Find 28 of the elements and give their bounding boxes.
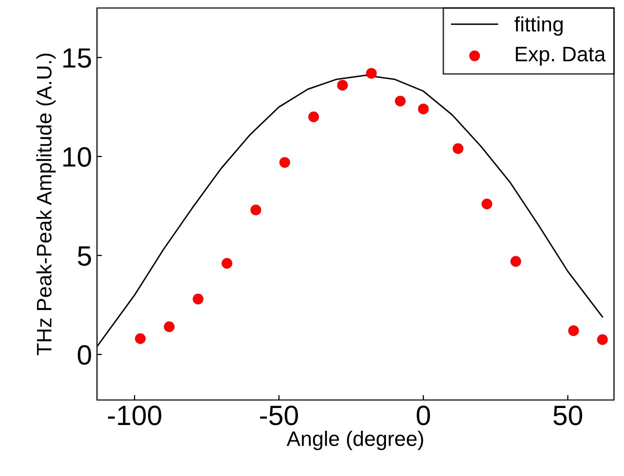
y-tick-label: 0 bbox=[78, 345, 92, 365]
legend-label: fitting bbox=[514, 16, 563, 36]
x-tick-label: -50 bbox=[260, 406, 298, 426]
point bbox=[134, 333, 146, 344]
point bbox=[279, 157, 290, 168]
point bbox=[418, 104, 429, 114]
y-axis-title: THz Peak-Peak Amplitude (A.U.) bbox=[36, 54, 56, 356]
point bbox=[337, 80, 348, 91]
y-tick-label: 15 bbox=[63, 48, 91, 68]
point bbox=[366, 68, 377, 79]
point bbox=[510, 256, 522, 267]
x-tick-label: 0 bbox=[416, 406, 430, 426]
point bbox=[222, 258, 232, 269]
x-tick-label: -100 bbox=[108, 406, 162, 426]
point bbox=[250, 204, 262, 216]
point bbox=[192, 294, 204, 304]
point bbox=[482, 198, 492, 210]
point bbox=[452, 143, 464, 154]
point bbox=[597, 334, 608, 345]
point bbox=[568, 325, 579, 336]
y-tick-label: 5 bbox=[78, 246, 91, 266]
point bbox=[308, 112, 319, 122]
point bbox=[164, 321, 175, 332]
legend-label: Exp. Data bbox=[516, 46, 606, 66]
x-axis-title: Angle (degree) bbox=[286, 430, 424, 450]
x-tick-label: 50 bbox=[553, 406, 582, 426]
point bbox=[394, 96, 406, 106]
y-tick-label: 10 bbox=[63, 147, 92, 167]
